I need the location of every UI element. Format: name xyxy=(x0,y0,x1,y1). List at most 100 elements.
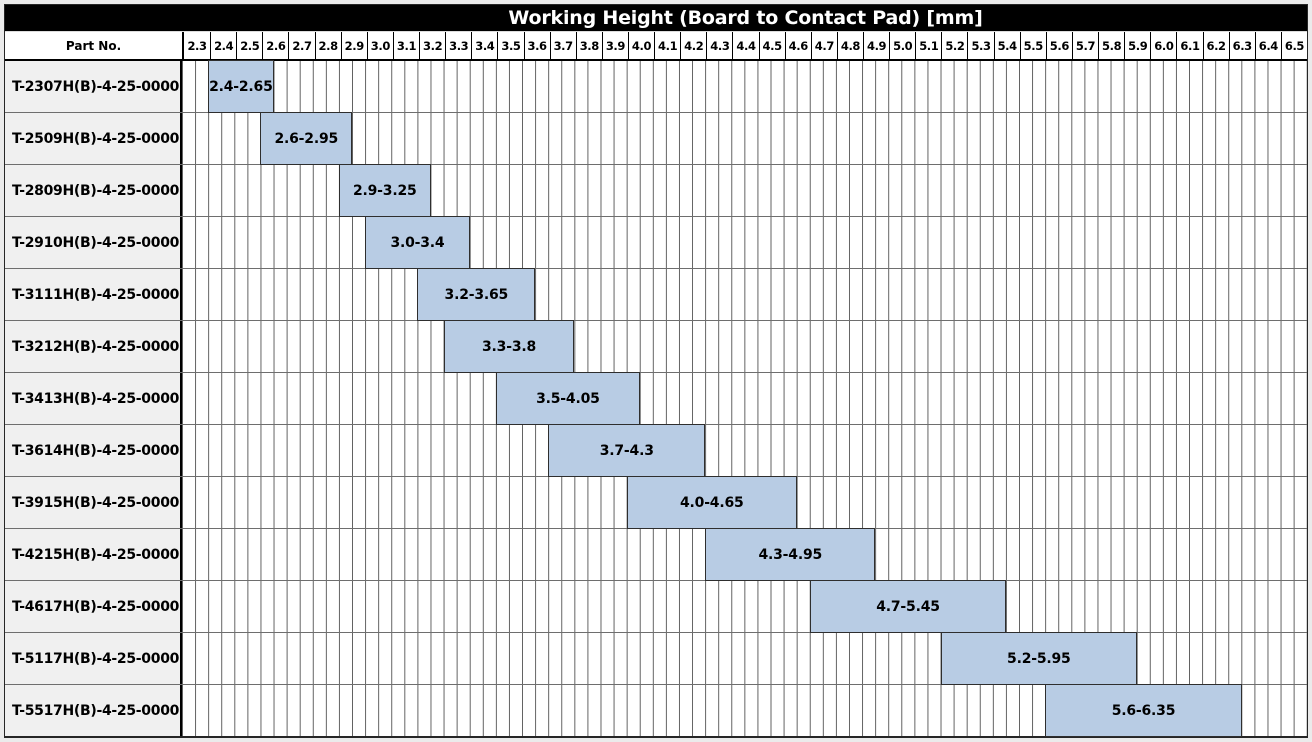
range-bar-label: 4.0-4.65 xyxy=(680,494,744,511)
part-no-cell: T-2910H(B)-4-25-0000 xyxy=(5,217,182,268)
axis-tick-label: 5.6 xyxy=(1045,32,1072,59)
axis-tick-label: 2.9 xyxy=(340,32,367,59)
range-bar: 2.4-2.65 xyxy=(208,60,274,113)
axis-tick-label: 2.3 xyxy=(187,38,207,53)
table-row: T-3212H(B)-4-25-0000 3.3-3.8 xyxy=(5,320,1307,373)
axis-tick-label: 4.5 xyxy=(758,32,785,59)
axis-tick-label: 4.9 xyxy=(863,32,889,59)
part-no-cell: T-5517H(B)-4-25-0000 xyxy=(5,685,182,736)
axis-tick-label: 3.3 xyxy=(445,32,471,59)
axis-tick-row: 2.3 2.4 2.5 2.6 2.7 2.8 2.9 3.0 3.1 3.2 … xyxy=(184,32,1307,59)
table-row: T-2809H(B)-4-25-0000 2.9-3.25 xyxy=(5,164,1307,217)
part-no-cell: T-2307H(B)-4-25-0000 xyxy=(5,61,182,112)
axis-tick-label: 3.8 xyxy=(575,32,602,59)
range-bar: 3.7-4.3 xyxy=(548,424,706,477)
range-grid: 4.3-4.95 xyxy=(182,528,1307,581)
rows-container: T-2307H(B)-4-25-0000 2.4-2.65 T-2509H(B)… xyxy=(5,60,1307,737)
axis-tick-label: 5.7 xyxy=(1071,32,1098,59)
axis-tick-label: 3.1 xyxy=(392,32,419,59)
range-bar: 3.5-4.05 xyxy=(495,372,640,425)
range-grid: 3.3-3.8 xyxy=(182,320,1307,373)
range-bar: 5.6-6.35 xyxy=(1045,684,1242,737)
table-row: T-3413H(B)-4-25-0000 3.5-4.05 xyxy=(5,372,1307,425)
range-bar-label: 3.0-3.4 xyxy=(390,234,445,251)
range-bar-label: 3.2-3.65 xyxy=(444,286,509,303)
axis-tick-label: 4.0 xyxy=(627,32,654,59)
table-row: T-5117H(B)-4-25-0000 5.2-5.95 xyxy=(5,632,1307,685)
range-grid: 2.4-2.65 xyxy=(182,60,1307,113)
range-bar: 4.3-4.95 xyxy=(705,528,876,581)
range-grid: 2.9-3.25 xyxy=(182,164,1307,217)
axis-tick-label: 5.3 xyxy=(967,32,993,59)
range-bar: 4.7-5.45 xyxy=(809,580,1007,633)
range-bar: 3.2-3.65 xyxy=(417,268,536,321)
axis-tick-label: 5.5 xyxy=(1019,32,1046,59)
axis-tick-label: 4.8 xyxy=(836,32,863,59)
range-bar: 3.0-3.4 xyxy=(365,216,470,269)
range-bar-label: 3.5-4.05 xyxy=(536,390,600,407)
chart-title: Working Height (Board to Contact Pad) [m… xyxy=(508,7,983,29)
axis-tick-label: 2.6 xyxy=(262,32,288,59)
axis-tick-label: 5.8 xyxy=(1098,32,1124,59)
table-row: T-2307H(B)-4-25-0000 2.4-2.65 xyxy=(5,60,1307,113)
header-row: Part No. 2.3 2.4 2.5 2.6 2.7 2.8 2.9 3.0… xyxy=(5,32,1307,61)
axis-tick-label: 3.6 xyxy=(523,32,550,59)
axis-tick-label: 6.5 xyxy=(1280,32,1307,59)
range-bar-label: 3.7-4.3 xyxy=(599,442,654,459)
range-grid: 3.2-3.65 xyxy=(182,268,1307,321)
range-grid: 2.6-2.95 xyxy=(182,112,1307,165)
axis-tick-label: 2.8 xyxy=(314,32,341,59)
axis-tick-label: 3.7 xyxy=(549,32,576,59)
axis-tick-label: 6.2 xyxy=(1202,32,1229,59)
part-no-cell: T-4215H(B)-4-25-0000 xyxy=(5,529,182,580)
table-row: T-3111H(B)-4-25-0000 3.2-3.65 xyxy=(5,268,1307,321)
table-row: T-5517H(B)-4-25-0000 5.6-6.35 xyxy=(5,684,1307,737)
range-bar: 5.2-5.95 xyxy=(940,632,1137,685)
range-grid: 3.5-4.05 xyxy=(182,372,1307,425)
part-no-cell: T-3915H(B)-4-25-0000 xyxy=(5,477,182,528)
range-grid: 5.2-5.95 xyxy=(182,632,1307,685)
range-bar: 4.0-4.65 xyxy=(626,476,797,529)
part-no-header: Part No. xyxy=(5,32,184,59)
table-row: T-2509H(B)-4-25-0000 2.6-2.95 xyxy=(5,112,1307,165)
part-no-cell: T-3413H(B)-4-25-0000 xyxy=(5,373,182,424)
axis-tick-label: 3.4 xyxy=(471,32,497,59)
axis-tick-label: 5.4 xyxy=(993,32,1020,59)
range-bar: 2.6-2.95 xyxy=(260,112,353,165)
axis-tick-label: 4.1 xyxy=(654,32,680,59)
table-row: T-4617H(B)-4-25-0000 4.7-5.45 xyxy=(5,580,1307,633)
working-height-chart: Working Height (Board to Contact Pad) [m… xyxy=(4,4,1308,738)
axis-tick-label: 4.3 xyxy=(706,32,732,59)
range-grid: 4.0-4.65 xyxy=(182,476,1307,529)
part-no-cell: T-2809H(B)-4-25-0000 xyxy=(5,165,182,216)
range-bar-label: 4.7-5.45 xyxy=(876,598,940,615)
range-bar: 2.9-3.25 xyxy=(338,164,431,217)
part-no-cell: T-3614H(B)-4-25-0000 xyxy=(5,425,182,476)
axis-tick-label: 3.9 xyxy=(601,32,628,59)
chart-title-bar: Working Height (Board to Contact Pad) [m… xyxy=(5,5,1307,32)
part-no-cell: T-5117H(B)-4-25-0000 xyxy=(5,633,182,684)
table-row: T-3915H(B)-4-25-0000 4.0-4.65 xyxy=(5,476,1307,529)
range-grid: 5.6-6.35 xyxy=(182,684,1307,737)
axis-tick-label: 4.4 xyxy=(732,32,758,59)
part-no-cell: T-3212H(B)-4-25-0000 xyxy=(5,321,182,372)
range-bar-label: 2.9-3.25 xyxy=(352,182,417,199)
axis-tick-label: 3.2 xyxy=(419,32,445,59)
range-bar-label: 2.4-2.65 xyxy=(209,78,273,95)
axis-tick-label: 3.0 xyxy=(366,32,393,59)
axis-tick-label: 4.2 xyxy=(680,32,706,59)
range-grid: 4.7-5.45 xyxy=(182,580,1307,633)
range-bar-label: 5.6-6.35 xyxy=(1111,702,1176,719)
axis-tick-label: 5.1 xyxy=(915,32,941,59)
range-bar-label: 4.3-4.95 xyxy=(758,546,823,563)
part-no-cell: T-2509H(B)-4-25-0000 xyxy=(5,113,182,164)
range-grid: 3.7-4.3 xyxy=(182,424,1307,477)
range-bar-label: 5.2-5.95 xyxy=(1007,650,1071,667)
part-no-cell: T-4617H(B)-4-25-0000 xyxy=(5,581,182,632)
part-no-cell: T-3111H(B)-4-25-0000 xyxy=(5,269,182,320)
table-row: T-2910H(B)-4-25-0000 3.0-3.4 xyxy=(5,216,1307,269)
range-bar: 3.3-3.8 xyxy=(443,320,575,373)
axis-tick-label: 5.2 xyxy=(941,32,967,59)
axis-tick-label: 5.9 xyxy=(1124,32,1150,59)
table-row: T-4215H(B)-4-25-0000 4.3-4.95 xyxy=(5,528,1307,581)
